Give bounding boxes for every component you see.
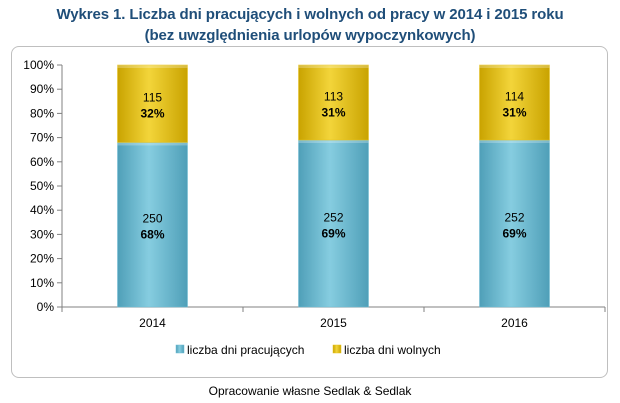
x-tick-label: 2015 bbox=[320, 316, 347, 330]
data-label-percent: 31% bbox=[502, 106, 526, 120]
legend-label-free-days: liczba dni wolnych bbox=[344, 343, 441, 357]
y-tick-label: 20% bbox=[30, 252, 54, 266]
bar-segment-highlight bbox=[479, 140, 550, 144]
y-tick-label: 90% bbox=[30, 82, 54, 96]
legend-swatch-working-days bbox=[175, 344, 185, 354]
bar-segment-highlight bbox=[117, 142, 188, 146]
bar-segment-working-days-2015 bbox=[298, 139, 369, 308]
bar-segment-working-days-2016 bbox=[479, 139, 550, 308]
y-tick-label: 40% bbox=[30, 203, 54, 217]
y-tick-label: 60% bbox=[30, 155, 54, 169]
data-label-percent: 68% bbox=[140, 228, 164, 242]
data-label-count: 114 bbox=[505, 90, 524, 104]
bar-segment-highlight bbox=[298, 65, 369, 68]
x-tick-label: 2016 bbox=[501, 316, 528, 330]
data-label-count: 115 bbox=[143, 91, 162, 105]
bar-segment-free-days-2016 bbox=[479, 64, 550, 141]
data-label-percent: 31% bbox=[321, 106, 345, 120]
axes: 0% 10% 20% 30% 40% 50% 60% 70% 80% 90% 100% 2014 201… bbox=[23, 58, 606, 330]
data-label-count: 113 bbox=[324, 90, 343, 104]
bar-labels: 250 68% 115 32% 252 69% 113 31% 252 69% 114 31% bbox=[140, 90, 526, 242]
bar-segment-highlight bbox=[479, 65, 550, 68]
data-label-count: 252 bbox=[323, 211, 343, 225]
y-tick-label: 80% bbox=[30, 106, 54, 120]
y-tick-label: 30% bbox=[30, 227, 54, 241]
y-tick-label: 0% bbox=[37, 300, 55, 314]
data-label-count: 252 bbox=[504, 211, 524, 225]
chart-title-line-2: (bez uwzględnienia urlopów wypoczynkowyc… bbox=[144, 27, 476, 44]
x-tick-label: 2014 bbox=[139, 316, 166, 330]
y-tick-label: 50% bbox=[30, 179, 54, 193]
source-note: Opracowanie własne Sedlak & Sedlak bbox=[208, 384, 412, 398]
data-label-percent: 32% bbox=[140, 107, 164, 121]
chart-title-line-1: Wykres 1. Liczba dni pracujących i wolny… bbox=[56, 6, 564, 23]
bar-segment-free-days-2014 bbox=[117, 64, 188, 143]
legend-label-working-days: liczba dni pracujących bbox=[187, 343, 304, 357]
y-tick-label: 10% bbox=[30, 276, 54, 290]
bar-segment-free-days-2015 bbox=[298, 64, 369, 141]
y-tick-label: 70% bbox=[30, 131, 54, 145]
bar-segment-highlight bbox=[298, 140, 369, 144]
legend: liczba dni pracujących liczba dni wolnych bbox=[175, 343, 441, 357]
bars bbox=[117, 64, 550, 308]
data-label-count: 250 bbox=[142, 212, 162, 226]
y-tick-label: 100% bbox=[23, 58, 54, 72]
data-label-percent: 69% bbox=[502, 227, 526, 241]
bar-segment-highlight bbox=[117, 65, 188, 68]
bar-segment-working-days-2014 bbox=[117, 142, 188, 308]
data-label-percent: 69% bbox=[321, 227, 345, 241]
legend-swatch-free-days bbox=[332, 344, 342, 354]
